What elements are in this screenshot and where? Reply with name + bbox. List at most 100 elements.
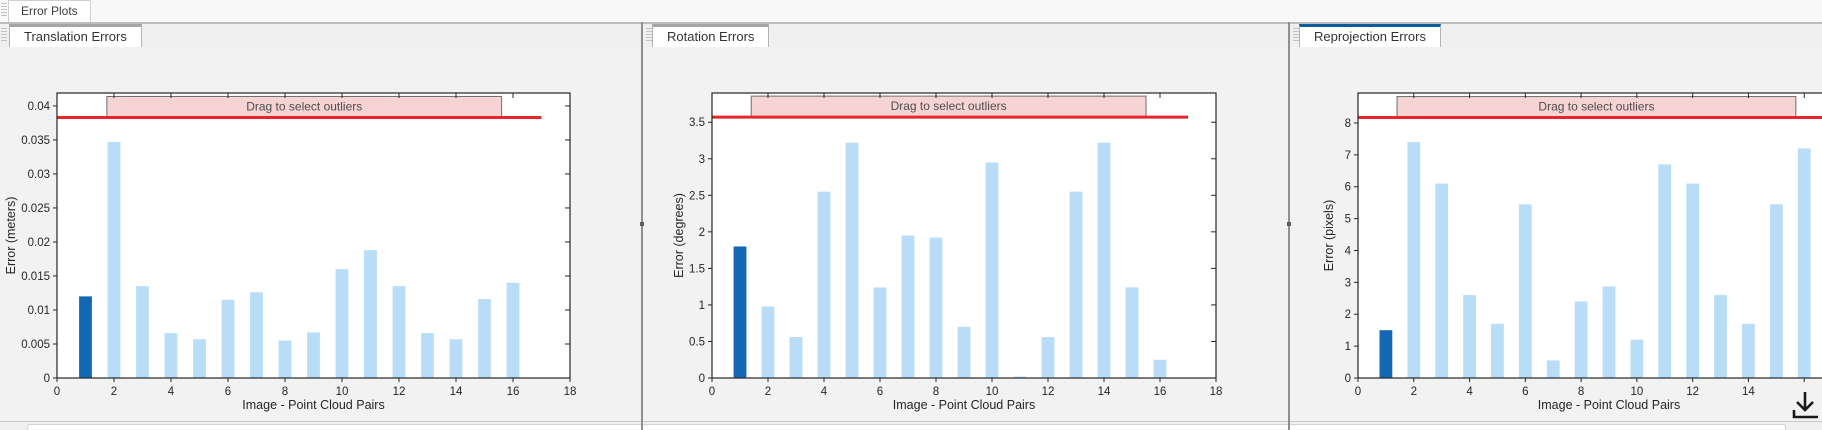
error-bar[interactable] <box>761 306 775 378</box>
x-tick-label: 12 <box>1042 386 1055 398</box>
error-bar[interactable] <box>1013 376 1027 378</box>
error-bar[interactable] <box>1630 339 1644 378</box>
panel-divider[interactable] <box>640 22 644 430</box>
error-bar[interactable] <box>1714 295 1727 378</box>
drag-grip-icon[interactable] <box>1 28 7 43</box>
error-bar[interactable] <box>1742 323 1755 378</box>
x-tick-label: 10 <box>336 386 349 398</box>
error-bar[interactable] <box>1125 287 1139 378</box>
error-bar[interactable] <box>506 282 520 378</box>
error-bar[interactable] <box>1658 164 1672 378</box>
error-bar[interactable] <box>193 339 206 378</box>
tab-reprojection-errors-label: Reprojection Errors <box>1314 29 1426 44</box>
error-bar[interactable] <box>136 286 149 378</box>
status-inset <box>27 424 1786 430</box>
y-tick-label: 3.5 <box>689 117 705 129</box>
error-bar[interactable] <box>250 292 263 378</box>
translation-errors-chart[interactable]: Drag to select outliers 0 2 4 6 8 10 12 14 16 18 0 0… <box>0 47 641 421</box>
drag-grip-icon[interactable] <box>646 28 652 43</box>
rotation-errors-chart[interactable]: Drag to select outliers 0 2 4 6 8 10 12 14 16 18 0 0… <box>643 47 1288 421</box>
error-bar[interactable] <box>1518 204 1532 378</box>
error-bar[interactable] <box>1797 148 1811 378</box>
panel-reprojection-errors: Reprojection Errors Drag to select outli… <box>1290 24 1822 421</box>
x-tick-label: 6 <box>877 386 883 398</box>
drag-grip-icon[interactable] <box>1 3 7 18</box>
rotation-tabstrip: Rotation Errors <box>643 24 1288 47</box>
divider-knob <box>640 222 644 226</box>
tab-error-plots[interactable]: Error Plots <box>8 0 91 22</box>
error-bar[interactable] <box>478 299 491 378</box>
error-bar[interactable] <box>307 332 320 378</box>
y-tick-label: 2.5 <box>689 190 705 202</box>
x-axis-label: Image - Point Cloud Pairs <box>893 398 1035 412</box>
y-tick-label: 0 <box>699 373 705 385</box>
error-bar[interactable] <box>1602 286 1616 378</box>
error-bar[interactable] <box>817 191 831 378</box>
error-bar[interactable] <box>929 237 943 378</box>
x-tick-label: 2 <box>1411 386 1417 398</box>
y-tick-label: 0.025 <box>21 203 50 215</box>
y-tick-label: 7 <box>1345 150 1351 162</box>
error-bar[interactable] <box>957 326 971 378</box>
x-axis-label: Image - Point Cloud Pairs <box>242 398 384 412</box>
x-tick-label: 16 <box>1154 386 1167 398</box>
y-tick-label: 0.04 <box>28 101 51 113</box>
error-bar[interactable] <box>1435 183 1449 378</box>
reprojection-errors-chart[interactable]: Drag to select outliers 0 2 4 6 8 10 12 14 0 1 2 3 4 5… <box>1290 47 1822 421</box>
x-tick-label: 0 <box>709 386 715 398</box>
drag-grip-icon[interactable] <box>1293 28 1299 43</box>
error-bar[interactable] <box>1686 183 1700 378</box>
tab-translation-errors[interactable]: Translation Errors <box>9 24 142 47</box>
tab-reprojection-errors[interactable]: Reprojection Errors <box>1299 24 1441 47</box>
y-tick-label: 6 <box>1345 182 1351 194</box>
error-bar[interactable] <box>1463 295 1476 378</box>
error-bar[interactable] <box>392 286 406 378</box>
panel-rotation-errors: Rotation Errors Drag to select outliers 0… <box>643 24 1288 421</box>
error-bar[interactable] <box>985 162 999 378</box>
x-tick-label: 12 <box>1686 386 1699 398</box>
error-bar[interactable] <box>449 339 463 378</box>
download-arrow-icon[interactable] <box>1791 389 1822 427</box>
error-bar[interactable] <box>221 299 235 378</box>
error-bar[interactable] <box>1041 337 1055 378</box>
x-tick-label: 0 <box>54 386 60 398</box>
error-bar[interactable] <box>1574 301 1588 378</box>
y-tick-label: 0.02 <box>28 237 50 249</box>
error-bar[interactable] <box>845 142 859 378</box>
error-bar[interactable] <box>789 337 803 378</box>
error-bar[interactable] <box>1769 204 1783 378</box>
error-bar[interactable] <box>873 287 887 378</box>
y-tick-label: 1 <box>1345 341 1351 353</box>
selected-error-bar[interactable] <box>1379 330 1393 378</box>
error-bar[interactable] <box>278 340 292 378</box>
error-bar[interactable] <box>107 141 121 378</box>
panel-divider[interactable] <box>1287 22 1291 430</box>
error-bar[interactable] <box>335 269 349 378</box>
x-tick-label: 8 <box>1578 386 1584 398</box>
error-bar[interactable] <box>364 250 377 378</box>
selected-error-bar[interactable] <box>79 296 92 378</box>
x-tick-label: 6 <box>225 386 231 398</box>
plot-box <box>1357 92 1822 379</box>
band-label: Drag to select outliers <box>246 99 362 113</box>
error-bar[interactable] <box>421 333 434 378</box>
error-bar[interactable] <box>1097 142 1111 378</box>
tab-rotation-errors[interactable]: Rotation Errors <box>652 24 770 47</box>
y-tick-label: 3 <box>699 154 705 166</box>
x-tick-label: 14 <box>1098 386 1111 398</box>
error-bar[interactable] <box>1546 360 1560 378</box>
plot-box <box>711 92 1217 379</box>
reprojection-tabstrip: Reprojection Errors <box>1290 24 1822 47</box>
x-tick-label: 2 <box>111 386 117 398</box>
error-bar[interactable] <box>901 235 915 379</box>
error-bar[interactable] <box>1407 142 1421 378</box>
error-bar[interactable] <box>164 333 178 378</box>
plot-box <box>56 92 571 379</box>
y-tick-label: 5 <box>1345 214 1351 226</box>
selected-error-bar[interactable] <box>733 246 747 378</box>
error-bar[interactable] <box>1153 359 1167 378</box>
error-bar[interactable] <box>1069 191 1083 378</box>
translation-tabstrip: Translation Errors <box>0 24 641 47</box>
error-bar[interactable] <box>1491 323 1504 378</box>
